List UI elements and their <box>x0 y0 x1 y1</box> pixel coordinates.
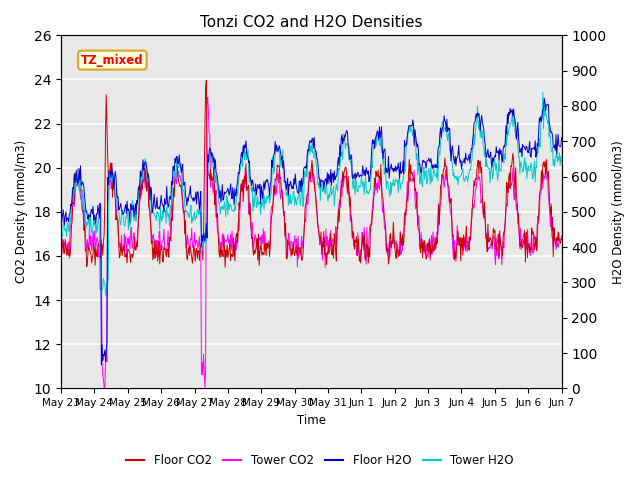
X-axis label: Time: Time <box>297 414 326 427</box>
Y-axis label: H2O Density (mmol/m3): H2O Density (mmol/m3) <box>612 140 625 284</box>
Title: Tonzi CO2 and H2O Densities: Tonzi CO2 and H2O Densities <box>200 15 422 30</box>
Y-axis label: CO2 Density (mmol/m3): CO2 Density (mmol/m3) <box>15 140 28 284</box>
Legend: Floor CO2, Tower CO2, Floor H2O, Tower H2O: Floor CO2, Tower CO2, Floor H2O, Tower H… <box>122 449 518 472</box>
Text: TZ_mixed: TZ_mixed <box>81 54 143 67</box>
